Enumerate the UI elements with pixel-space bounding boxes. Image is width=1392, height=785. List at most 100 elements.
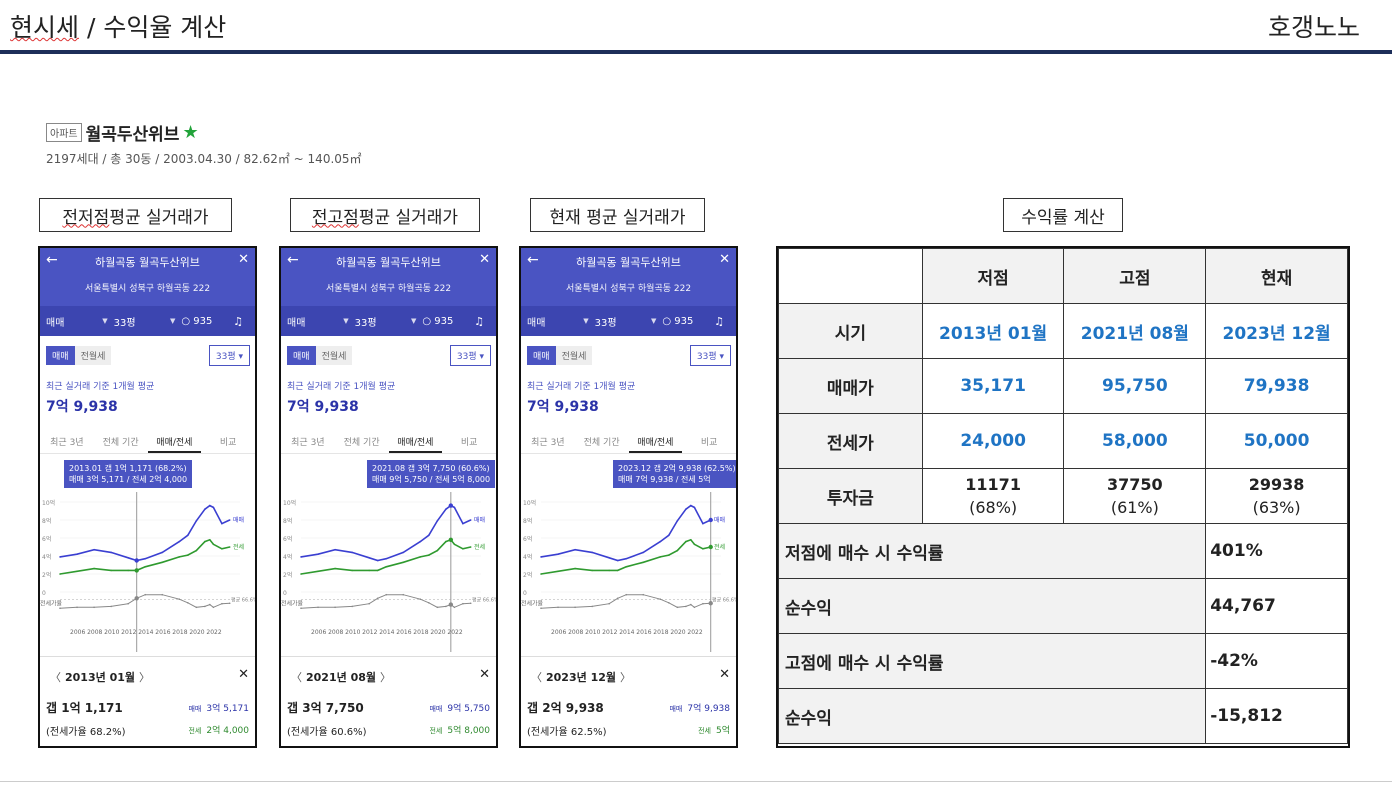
bell-icon[interactable]: ♫ — [474, 314, 485, 328]
back-arrow-icon[interactable]: ← — [287, 252, 299, 268]
data-point — [693, 543, 696, 546]
close-icon[interactable]: ✕ — [238, 667, 249, 682]
y-tick-label: 4억 — [523, 553, 532, 561]
data-point — [642, 561, 645, 564]
chart-tooltip: 2021.08 갭 3억 7,750 (60.6%) 매매 9억 5,750 / … — [367, 460, 496, 489]
data-point — [300, 573, 302, 575]
data-point — [608, 557, 610, 559]
toggle-rent[interactable]: 전월세 — [74, 346, 112, 365]
summary-label-high-profit: 순수익 — [777, 688, 1207, 744]
close-icon[interactable]: ✕ — [719, 667, 730, 682]
trade-type-dropdown[interactable]: 매매 ▼ — [527, 317, 589, 329]
tab-compare[interactable]: 비교 — [460, 438, 478, 448]
data-point — [469, 602, 472, 605]
chevron-right-icon[interactable]: 〉 — [620, 671, 631, 684]
comment-count[interactable]: ○ 935 ♫ — [662, 314, 725, 328]
return-table-frame: 저점 고점 현재 시기 2013년 01월 2021년 08월 2023년 12… — [776, 246, 1350, 748]
size-select[interactable]: 33평 ▾ — [689, 345, 731, 366]
series-line-매매 — [540, 504, 712, 562]
comment-icon: ○ — [662, 315, 672, 327]
tab-all-period[interactable]: 전체 기간 — [102, 438, 139, 448]
marker-dot — [134, 596, 139, 601]
close-icon[interactable]: ✕ — [238, 252, 249, 267]
series-label: 매매 — [474, 516, 485, 524]
tab-recent-3y[interactable]: 최근 3년 — [531, 438, 565, 448]
back-arrow-icon[interactable]: ← — [46, 252, 58, 268]
comment-count[interactable]: ○ 935 ♫ — [422, 314, 485, 328]
x-tick-label: 2020 — [189, 629, 204, 636]
chevron-left-icon[interactable]: 〈 — [291, 671, 302, 684]
data-point — [178, 556, 181, 558]
close-icon[interactable]: ✕ — [479, 667, 490, 682]
cell-invest-low: 11171 (68%) — [921, 468, 1065, 524]
data-point — [428, 602, 430, 604]
x-tick-label: 2010 — [585, 629, 600, 636]
cell-sale-current: 79,938 — [1205, 358, 1348, 414]
cell-period-current: 2023년 12월 — [1205, 303, 1348, 359]
data-point — [127, 557, 129, 559]
price-chart[interactable]: 10억 8억 6억 4억 2억 0 2006 2008 2010 2012 2014 2016 2018… — [281, 492, 496, 652]
size-dropdown[interactable]: 33평 ▼ — [354, 317, 417, 329]
data-point — [76, 606, 78, 609]
data-point — [368, 602, 370, 605]
label-high-point: 전고점 평균 실거래가 — [290, 198, 480, 232]
close-icon[interactable]: ✕ — [479, 252, 490, 267]
tab-recent-3y[interactable]: 최근 3년 — [291, 438, 325, 448]
data-point — [625, 557, 628, 560]
data-point — [351, 605, 353, 608]
back-arrow-icon[interactable]: ← — [527, 252, 539, 268]
toggle-rent[interactable]: 전월세 — [315, 346, 353, 365]
size-dropdown[interactable]: 33평 ▼ — [113, 317, 176, 329]
tab-all-period[interactable]: 전체 기간 — [583, 438, 620, 448]
data-point — [462, 602, 464, 605]
gap-amount: 갭 1억 1,171 — [46, 701, 123, 715]
data-point — [59, 556, 61, 558]
size-dropdown[interactable]: 33평 ▼ — [594, 317, 657, 329]
data-point — [187, 602, 189, 604]
x-tick-label: 2018 — [172, 629, 187, 636]
tab-sale-jeonse[interactable]: 매매/전세 — [147, 432, 202, 453]
chart-tooltip: 2023.12 갭 2억 9,938 (62.5%) 매매 7억 9,938 / … — [613, 460, 736, 489]
jeonse-price: 전세 5억 8,000 — [429, 726, 490, 736]
data-point — [187, 554, 189, 556]
bell-icon[interactable]: ♫ — [714, 314, 725, 328]
y-tick-label: 2억 — [42, 571, 51, 579]
comment-count[interactable]: ○ 935 ♫ — [181, 314, 244, 328]
trade-type-dropdown[interactable]: 매매 ▼ — [46, 317, 108, 329]
bell-icon[interactable]: ♫ — [233, 314, 244, 328]
series-label: 매매 — [233, 516, 244, 524]
toggle-sale[interactable]: 매매 — [527, 346, 556, 365]
chevron-right-icon[interactable]: 〉 — [380, 671, 391, 684]
price-chart[interactable]: 10억 8억 6억 4억 2억 0 2006 2008 2010 2012 2014 2016 2018… — [521, 492, 736, 652]
size-select[interactable]: 33평 ▾ — [449, 345, 491, 366]
chevron-left-icon[interactable]: 〈 — [50, 671, 61, 684]
tab-compare[interactable]: 비교 — [700, 438, 718, 448]
tab-all-period[interactable]: 전체 기간 — [343, 438, 380, 448]
y-tick-label: 0 — [523, 590, 527, 597]
data-point — [668, 534, 670, 537]
data-point — [659, 598, 662, 600]
recent-basis-label: 최근 실거래 기준 1개월 평균 — [527, 382, 636, 392]
chevron-right-icon[interactable]: 〉 — [139, 671, 150, 684]
col-header-low: 저점 — [921, 248, 1065, 304]
y-tick-label: 10억 — [283, 499, 296, 507]
close-icon[interactable]: ✕ — [719, 252, 730, 267]
toggle-rent[interactable]: 전월세 — [555, 346, 593, 365]
tab-sale-jeonse[interactable]: 매매/전세 — [628, 432, 683, 453]
star-icon[interactable]: ★ — [182, 122, 199, 143]
toggle-sale[interactable]: 매매 — [46, 346, 75, 365]
size-select[interactable]: 33평 ▾ — [208, 345, 250, 366]
y-tick-label: 2억 — [283, 571, 292, 579]
average-rate-label: 평균 66.6% — [712, 597, 736, 604]
tab-sale-jeonse[interactable]: 매매/전세 — [388, 432, 443, 453]
tab-recent-3y[interactable]: 최근 3년 — [50, 438, 84, 448]
tab-compare[interactable]: 비교 — [219, 438, 237, 448]
toggle-sale[interactable]: 매매 — [287, 346, 316, 365]
cell-jeonse-low: 24,000 — [921, 413, 1065, 469]
data-point — [300, 607, 302, 609]
price-chart[interactable]: 10억 8억 6억 4억 2억 0 2006 2008 2010 2012 2014 2016 2018… — [40, 492, 255, 652]
chevron-left-icon[interactable]: 〈 — [531, 671, 542, 684]
trade-type-dropdown[interactable]: 매매 ▼ — [287, 317, 349, 329]
apartment-header: 아파트 월곡두산위브 ★ — [46, 120, 199, 145]
month-selector: 〈 2021년 08월 〉 — [291, 671, 391, 684]
